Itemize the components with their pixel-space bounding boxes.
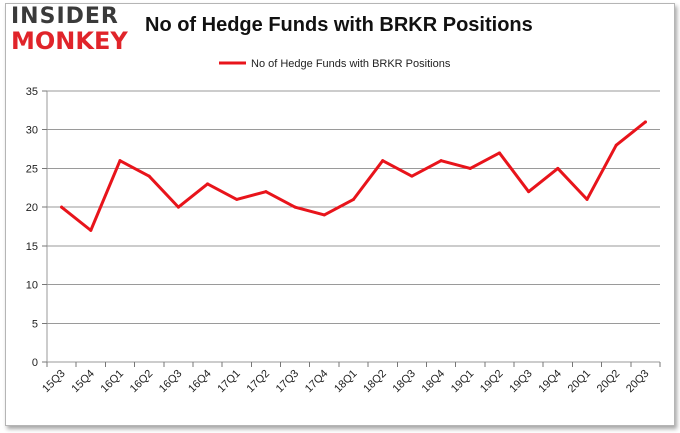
logo-text-insider: INSIDER xyxy=(11,4,119,29)
x-tick-label: 20Q1 xyxy=(566,368,594,396)
data-point xyxy=(118,159,122,163)
x-tick-label: 18Q1 xyxy=(332,368,360,396)
y-tick-label: 20 xyxy=(26,202,38,214)
x-tick-label: 16Q1 xyxy=(99,368,127,396)
data-point xyxy=(381,159,385,163)
x-tick-label: 20Q2 xyxy=(595,368,623,396)
y-tick-label: 10 xyxy=(26,280,38,292)
data-point xyxy=(468,166,472,170)
x-tick-label: 17Q3 xyxy=(274,368,302,396)
data-point xyxy=(614,143,618,147)
data-point xyxy=(497,151,501,155)
x-tick-label: 17Q1 xyxy=(215,368,243,396)
x-tick-label: 19Q3 xyxy=(507,368,535,396)
y-tick-label: 0 xyxy=(32,357,38,369)
x-tick-label: 16Q3 xyxy=(157,368,185,396)
x-tick-label: 18Q2 xyxy=(361,368,389,396)
x-tick-label: 17Q2 xyxy=(245,368,273,396)
legend-label: No of Hedge Funds with BRKR Positions xyxy=(251,58,451,70)
data-point xyxy=(527,190,531,194)
y-tick-label: 35 xyxy=(26,86,38,98)
data-point xyxy=(176,205,180,209)
data-point xyxy=(235,197,239,201)
x-tick-label: 20Q3 xyxy=(624,368,652,396)
data-point xyxy=(352,197,355,201)
x-tick-label: 15Q4 xyxy=(69,368,97,396)
x-tick-label: 19Q2 xyxy=(478,368,506,396)
gridlines xyxy=(46,90,660,363)
x-tick-label: 16Q2 xyxy=(128,368,156,396)
data-point xyxy=(293,205,297,209)
x-axis-ticks: 15Q3 15Q4 16Q1 16Q2 16Q3 16Q4 17Q1 17Q2 17Q3 17Q4… xyxy=(40,362,661,396)
x-tick-label: 18Q3 xyxy=(390,368,418,396)
x-tick-label: 19Q4 xyxy=(536,368,564,396)
series-group xyxy=(60,120,647,232)
data-point xyxy=(264,190,268,194)
x-tick-label: 19Q1 xyxy=(449,368,477,396)
y-axis-ticks: 0 5 10 15 20 25 30 35 xyxy=(26,86,47,369)
data-point xyxy=(206,182,210,186)
data-point xyxy=(410,174,414,178)
chart-frame xyxy=(5,3,675,426)
y-tick-label: 25 xyxy=(26,163,38,175)
x-tick-label: 18Q4 xyxy=(420,368,448,396)
insider-monkey-logo: INSIDER MONKEY xyxy=(11,4,128,55)
data-point xyxy=(60,205,64,209)
data-point xyxy=(585,197,589,201)
x-tick-label: 17Q4 xyxy=(303,368,331,396)
data-point xyxy=(439,159,443,163)
data-point xyxy=(147,174,151,178)
data-point xyxy=(89,228,93,232)
data-point xyxy=(322,213,326,217)
y-tick-label: 30 xyxy=(26,125,38,137)
data-point xyxy=(556,166,560,170)
legend: No of Hedge Funds with BRKR Positions xyxy=(219,58,451,70)
x-tick-label: 16Q4 xyxy=(186,368,214,396)
data-point xyxy=(643,120,647,124)
x-tick-label: 15Q3 xyxy=(40,368,68,396)
y-tick-label: 5 xyxy=(32,318,38,330)
chart-title: No of Hedge Funds with BRKR Positions xyxy=(145,14,533,36)
y-tick-label: 15 xyxy=(26,241,38,253)
logo-text-monkey: MONKEY xyxy=(11,27,128,55)
